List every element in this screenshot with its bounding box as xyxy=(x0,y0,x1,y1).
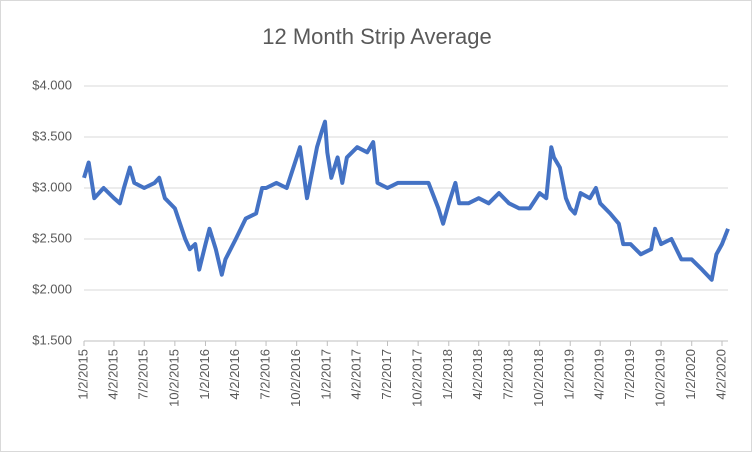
x-tick-label: 4/2/2017 xyxy=(349,349,364,400)
x-tick-label: 7/2/2017 xyxy=(379,349,394,400)
x-tick-label: 1/2/2017 xyxy=(319,349,334,400)
x-tick-label: 10/2/2016 xyxy=(288,349,303,407)
x-tick-label: 7/2/2015 xyxy=(136,349,151,400)
x-tick-label: 10/2/2015 xyxy=(166,349,181,407)
x-tick-label: 10/2/2019 xyxy=(653,349,668,407)
x-tick-label: 7/2/2019 xyxy=(622,349,637,400)
x-tick-label: 4/2/2019 xyxy=(592,349,607,400)
x-tick-label: 1/2/2016 xyxy=(197,349,212,400)
x-tick-label: 7/2/2016 xyxy=(257,349,272,400)
x-tick-label: 4/2/2020 xyxy=(713,349,728,400)
y-tick-label: $1.500 xyxy=(32,332,72,347)
x-tick-label: 1/2/2015 xyxy=(75,349,90,400)
y-tick-label: $2.500 xyxy=(32,230,72,245)
x-tick-label: 4/2/2016 xyxy=(227,349,242,400)
x-tick-label: 10/2/2018 xyxy=(531,349,546,407)
y-tick-label: $4.000 xyxy=(32,77,72,92)
x-tick-label: 4/2/2018 xyxy=(470,349,485,400)
data-line xyxy=(82,119,730,282)
chart-title: 12 Month Strip Average xyxy=(262,24,492,49)
x-tick-label: 10/2/2017 xyxy=(410,349,425,407)
x-tick-label: 4/2/2015 xyxy=(105,349,120,400)
x-tick-label: 1/2/2020 xyxy=(683,349,698,400)
x-tick-label: 7/2/2018 xyxy=(500,349,515,400)
x-tick-label: 1/2/2019 xyxy=(562,349,577,400)
y-tick-label: $2.000 xyxy=(32,281,72,296)
x-tick-label: 1/2/2018 xyxy=(440,349,455,400)
y-tick-label: $3.500 xyxy=(32,128,72,143)
y-tick-label: $3.000 xyxy=(32,179,72,194)
